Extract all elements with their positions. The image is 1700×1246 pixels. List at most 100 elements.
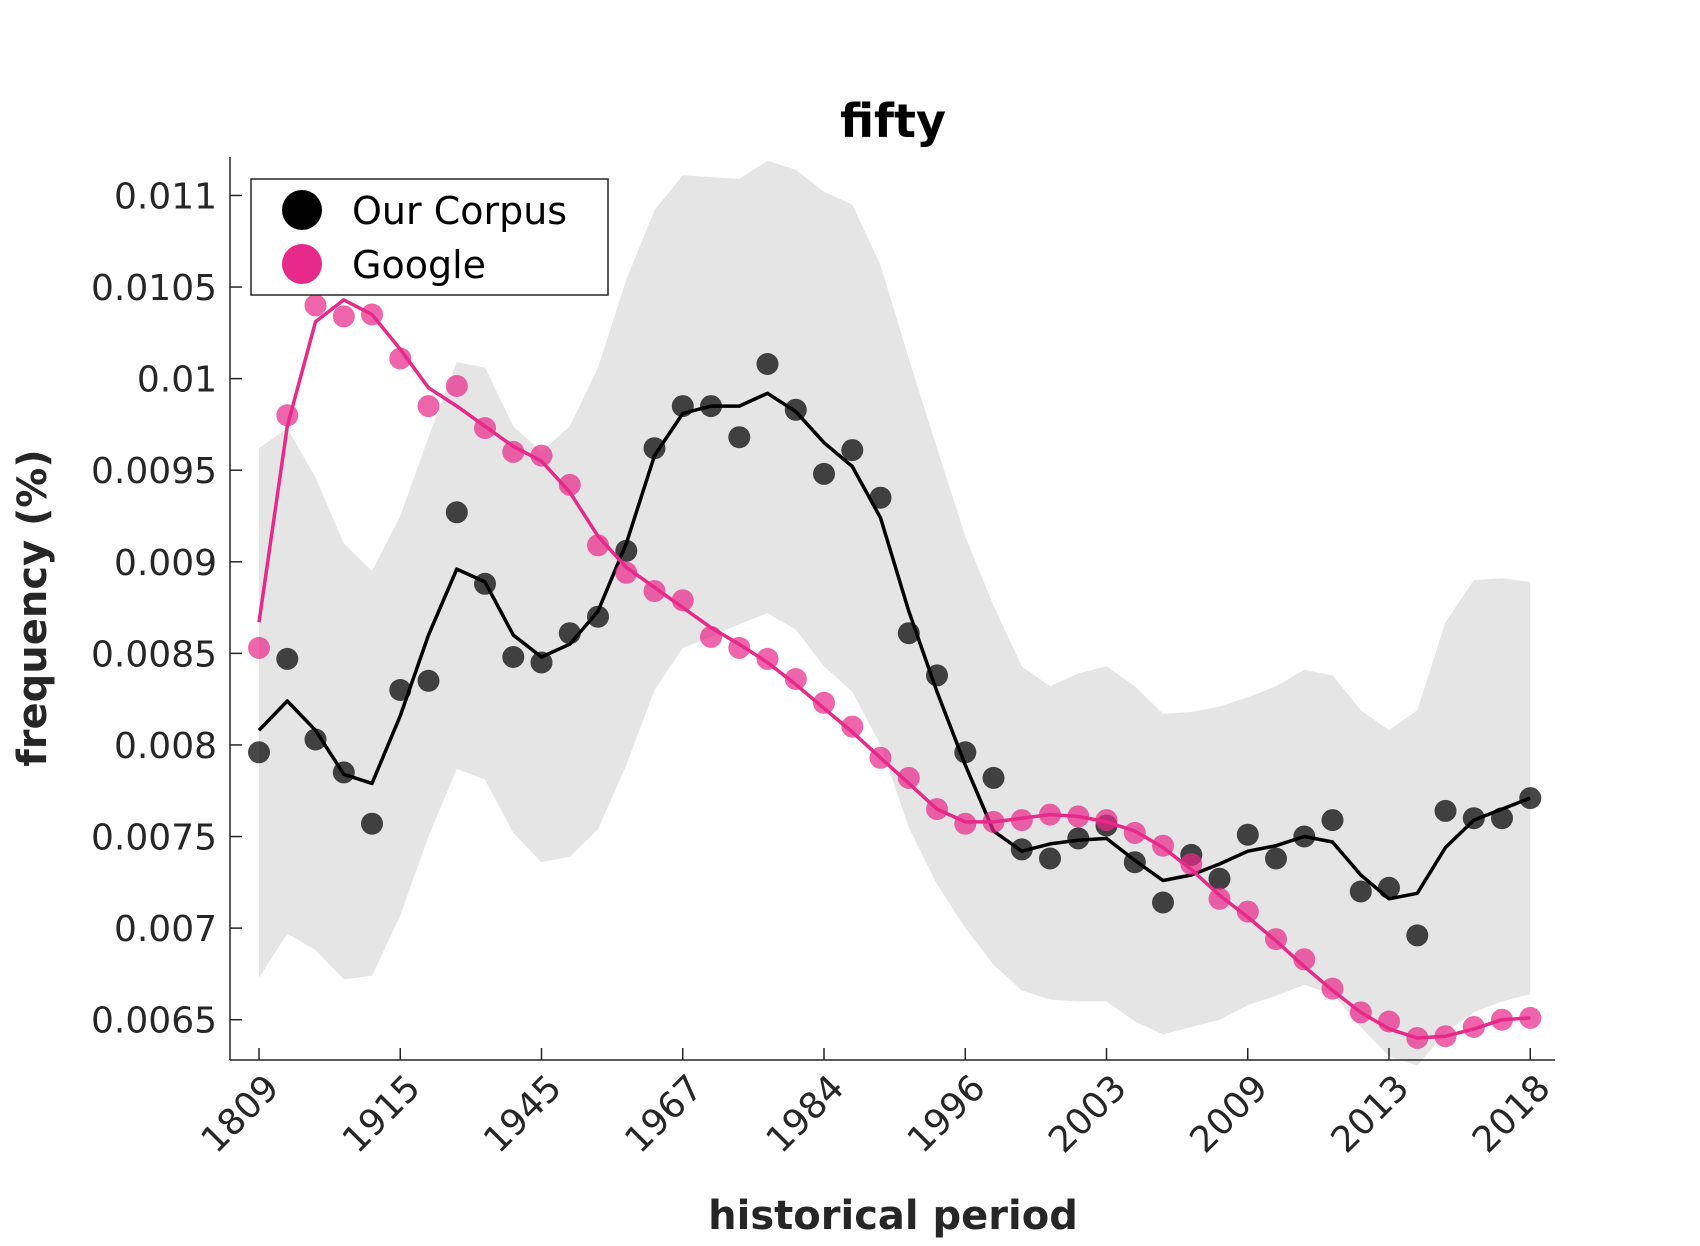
data-point-our-corpus: [1208, 867, 1231, 890]
data-point-our-corpus: [869, 486, 892, 509]
data-point-google: [1462, 1016, 1485, 1038]
x-axis-title: historical period: [708, 1193, 1078, 1239]
data-point-our-corpus: [1491, 807, 1513, 830]
data-point-our-corpus: [756, 353, 779, 375]
series-line-google: [257, 298, 1531, 1040]
data-point-our-corpus: [1519, 787, 1542, 810]
data-point-our-corpus: [1293, 825, 1316, 848]
data-point-our-corpus: [1152, 891, 1174, 914]
data-point-our-corpus: [361, 812, 383, 835]
y-tick-label: 0.0095: [91, 451, 217, 492]
data-point-our-corpus: [671, 395, 694, 418]
legend-label-google: Google: [352, 243, 486, 287]
data-point-google: [1406, 1027, 1429, 1049]
data-point-google: [1265, 928, 1287, 951]
y-tick-label: 0.008: [114, 726, 217, 767]
data-point-google: [1123, 821, 1146, 844]
y-tick-label: 0.01: [137, 360, 217, 401]
data-point-our-corpus: [897, 622, 920, 645]
data-point-google: [813, 691, 835, 714]
data-point-google: [276, 404, 299, 427]
data-point-our-corpus: [1010, 838, 1033, 861]
data-point-our-corpus: [445, 501, 468, 524]
data-point-google: [389, 347, 412, 370]
data-point-google: [841, 715, 864, 738]
data-point-google: [417, 395, 440, 418]
legend-label-our-corpus: Our Corpus: [352, 189, 567, 233]
data-point-google: [869, 746, 892, 769]
data-point-google: [248, 636, 270, 659]
data-point-our-corpus: [700, 395, 722, 418]
data-point-google: [1236, 900, 1259, 923]
series-layer: [248, 294, 1542, 1049]
y-tick-label: 0.011: [114, 176, 217, 217]
data-point-our-corpus: [587, 605, 609, 628]
data-point-google: [558, 473, 581, 496]
data-point-our-corpus: [784, 398, 807, 421]
confidence-band-layer: [259, 160, 1531, 1066]
data-point-our-corpus: [1321, 809, 1344, 832]
data-point-our-corpus: [728, 426, 751, 449]
data-point-our-corpus: [276, 647, 299, 670]
data-point-our-corpus: [474, 572, 496, 595]
data-point-our-corpus: [1067, 827, 1090, 850]
y-tick-label: 0.009: [114, 543, 217, 584]
data-point-our-corpus: [1406, 924, 1429, 947]
data-point-google: [1321, 977, 1344, 1000]
data-point-google: [1293, 948, 1316, 971]
data-point-google: [1519, 1006, 1542, 1029]
data-point-our-corpus: [926, 664, 948, 687]
data-point-google: [643, 580, 666, 603]
data-point-our-corpus: [1265, 847, 1287, 870]
data-point-google: [1152, 834, 1174, 857]
data-point-google: [784, 668, 807, 690]
legend: Our Corpus Google: [250, 178, 609, 296]
chart-title: fifty: [840, 94, 946, 148]
y-tick-label: 0.007: [114, 909, 217, 950]
series-google: [248, 294, 1542, 1049]
data-point-our-corpus: [248, 741, 270, 764]
data-point-google: [700, 625, 722, 648]
data-point-our-corpus: [954, 741, 977, 764]
data-point-google: [502, 440, 525, 463]
y-tick-label: 0.0075: [91, 818, 217, 859]
data-point-google: [756, 647, 779, 670]
data-point-our-corpus: [558, 622, 581, 645]
data-point-google: [1039, 803, 1061, 826]
y-tick-label: 0.0085: [91, 634, 217, 675]
data-point-google: [897, 766, 920, 789]
data-point-our-corpus: [1378, 876, 1400, 899]
data-point-google: [361, 303, 383, 326]
data-point-our-corpus: [1123, 851, 1146, 874]
data-point-our-corpus: [1462, 807, 1485, 830]
data-point-google: [304, 294, 327, 317]
y-tick-label: 0.0065: [91, 1001, 217, 1042]
data-point-our-corpus: [304, 728, 327, 751]
data-point-google: [1434, 1025, 1457, 1048]
series-line-our-corpus: [257, 391, 1531, 901]
data-point-google: [1180, 853, 1203, 875]
y-tick-label: 0.0105: [91, 268, 217, 309]
data-point-our-corpus: [1039, 847, 1061, 870]
data-point-google: [474, 417, 496, 440]
data-point-google: [615, 561, 638, 584]
data-point-our-corpus: [982, 766, 1005, 789]
data-point-google: [445, 375, 468, 397]
data-point-our-corpus: [1434, 799, 1457, 822]
data-point-google: [728, 636, 751, 659]
data-point-google: [1095, 809, 1118, 832]
data-point-google: [982, 810, 1005, 833]
data-point-google: [332, 305, 355, 328]
data-point-our-corpus: [813, 462, 835, 485]
data-point-google: [587, 534, 609, 557]
data-point-google: [530, 444, 553, 467]
data-point-google: [1010, 809, 1033, 832]
legend-marker-our-corpus: [282, 190, 322, 230]
data-point-google: [1067, 805, 1090, 828]
data-point-google: [954, 812, 977, 835]
confidence-band: [259, 160, 1531, 1066]
data-point-google: [1208, 887, 1231, 910]
data-point-our-corpus: [417, 669, 440, 692]
data-point-google: [671, 589, 694, 612]
